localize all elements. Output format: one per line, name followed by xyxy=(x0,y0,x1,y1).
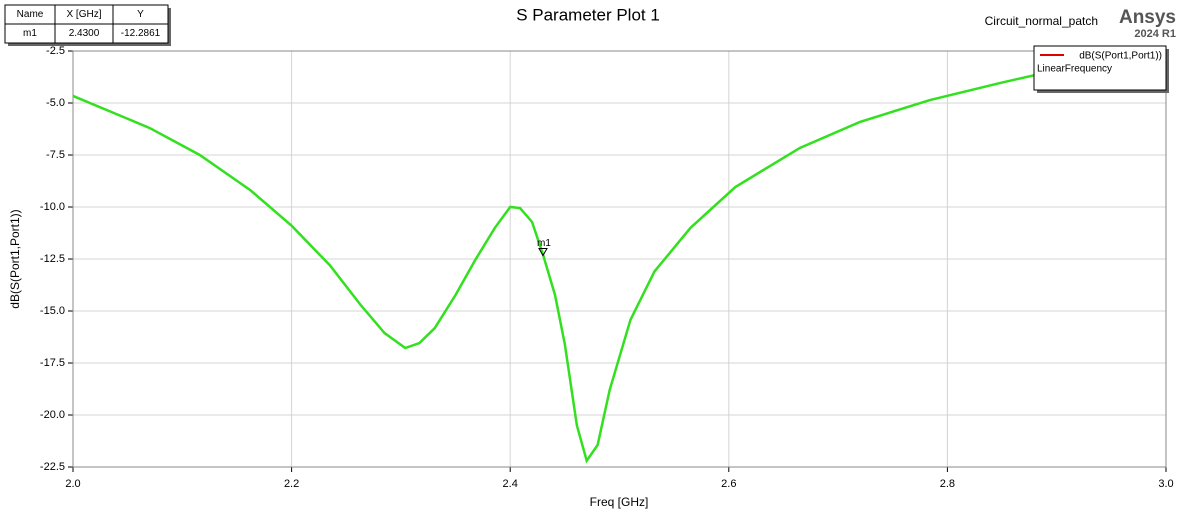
brand: Ansys xyxy=(1119,7,1176,28)
table-cell: m1 xyxy=(23,28,37,39)
version: 2024 R1 xyxy=(1134,28,1176,40)
y-tick-label: -17.5 xyxy=(40,357,65,369)
table-header: X [GHz] xyxy=(66,9,101,20)
y-tick-label: -20.0 xyxy=(40,409,65,421)
y-tick-label: -10.0 xyxy=(40,201,65,213)
marker-label: m1 xyxy=(537,238,551,249)
plot-frame xyxy=(72,50,1167,468)
x-tick-label: 2.0 xyxy=(65,478,80,490)
table-header: Name xyxy=(17,9,44,20)
table-cell: -12.2861 xyxy=(121,28,161,39)
x-tick-label: 2.6 xyxy=(721,478,736,490)
y-tick-label: -5.0 xyxy=(46,97,65,109)
x-tick-label: 2.8 xyxy=(940,478,955,490)
x-tick-label: 3.0 xyxy=(1158,478,1173,490)
legend xyxy=(1033,45,1167,91)
y-tick-label: -22.5 xyxy=(40,461,65,473)
y-tick-label: -15.0 xyxy=(40,305,65,317)
x-tick-label: 2.2 xyxy=(284,478,299,490)
chart-title: S Parameter Plot 1 xyxy=(516,5,660,24)
y-tick-label: -2.5 xyxy=(46,45,65,57)
table-header: Y xyxy=(137,9,144,20)
y-tick-label: -12.5 xyxy=(40,253,65,265)
x-axis-label: Freq [GHz] xyxy=(590,495,649,509)
table-cell: 2.4300 xyxy=(69,28,100,39)
x-tick-label: 2.4 xyxy=(503,478,518,490)
legend-sweep: LinearFrequency xyxy=(1037,64,1112,75)
y-tick-label: -7.5 xyxy=(46,149,65,161)
design-name: Circuit_normal_patch xyxy=(985,14,1098,28)
marker xyxy=(538,248,548,257)
y-axis-label: dB(S(Port1,Port1)) xyxy=(8,209,22,308)
legend-label: dB(S(Port1,Port1)) xyxy=(1079,51,1162,62)
